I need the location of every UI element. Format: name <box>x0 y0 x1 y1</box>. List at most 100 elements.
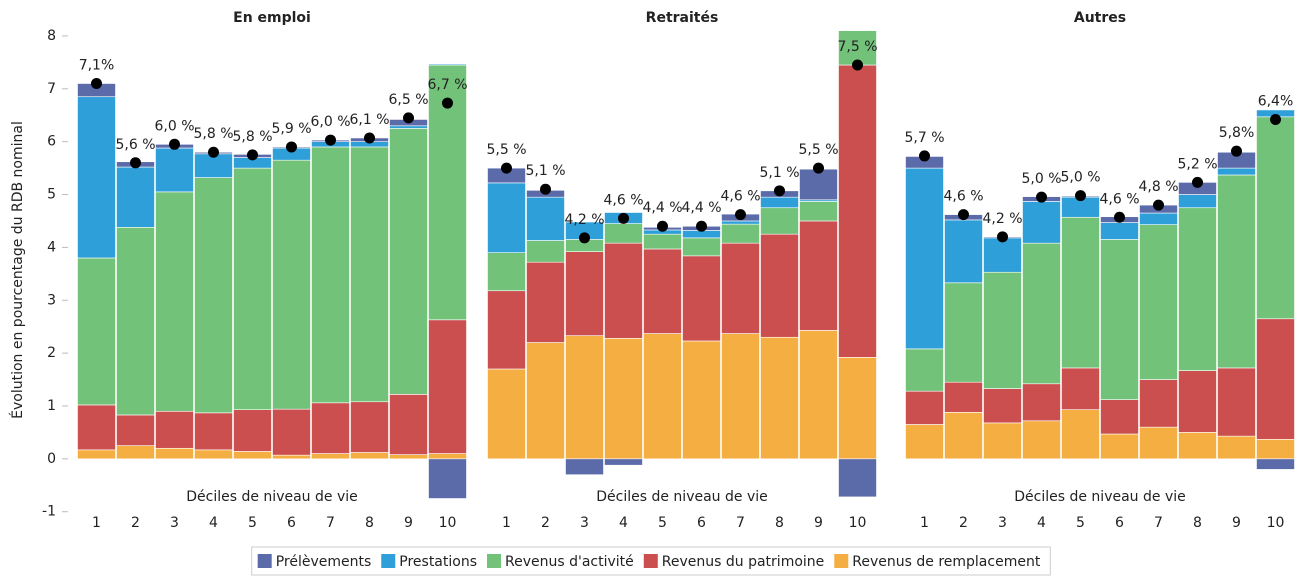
x-tick-label: 2 <box>131 515 140 531</box>
bar-segment <box>799 330 838 460</box>
total-dot <box>1153 199 1164 211</box>
total-label: 5,0 % <box>1060 170 1100 186</box>
total-dot <box>618 212 629 224</box>
legend-label: Revenus de remplacement <box>852 554 1041 570</box>
bar-segment <box>194 449 233 460</box>
x-tick-label: 1 <box>92 515 101 531</box>
bar-segment <box>1061 409 1100 460</box>
total-dot <box>997 231 1008 243</box>
bar-segment <box>116 227 155 416</box>
bar-segment <box>905 348 944 392</box>
bar-segment <box>983 271 1022 389</box>
bar-segment <box>389 128 428 395</box>
bar-segment <box>428 458 467 499</box>
total-dot <box>1270 113 1281 125</box>
bar-segment <box>233 409 272 452</box>
bar-segment <box>487 368 526 460</box>
x-tick-label: 6 <box>1115 515 1124 531</box>
y-tick-label: 7 <box>47 81 56 97</box>
x-tick-label: 7 <box>1154 515 1163 531</box>
total-dot <box>1114 211 1125 223</box>
bar-segment <box>1217 167 1256 176</box>
bar-segment <box>1178 194 1217 209</box>
bar-segment <box>233 167 272 410</box>
total-label: 5,6 % <box>115 137 155 153</box>
bar-segment <box>155 410 194 449</box>
bar-segment <box>983 388 1022 424</box>
total-dot <box>657 220 668 232</box>
x-tick-label: 6 <box>287 515 296 531</box>
total-dot <box>130 157 141 169</box>
x-tick-label: 3 <box>580 515 589 531</box>
bar-segment <box>721 223 760 244</box>
total-label: 6,7 % <box>427 77 467 93</box>
bar-segment <box>983 422 1022 460</box>
bar-segment <box>721 333 760 460</box>
total-dot <box>852 59 863 71</box>
total-label: 5,7 % <box>904 130 944 146</box>
bar-segment <box>272 159 311 410</box>
bar-segment <box>760 336 799 460</box>
bar-segment <box>311 402 350 454</box>
total-label: 5,2 % <box>1177 156 1217 172</box>
bar-segment <box>487 182 526 253</box>
bar-segment <box>1256 458 1295 470</box>
y-tick-label: 6 <box>47 134 56 150</box>
total-label: 4,6 % <box>943 189 983 205</box>
total-label: 5,5 % <box>486 142 526 158</box>
x-tick-label: 10 <box>1267 515 1285 531</box>
bar-segment <box>1139 212 1178 225</box>
total-dot <box>540 183 551 195</box>
x-tick-label: 7 <box>736 515 745 531</box>
total-dot <box>919 150 930 162</box>
panel-title: Autres <box>1074 10 1126 26</box>
bar-segment <box>1061 216 1100 369</box>
bar-segment <box>565 335 604 460</box>
total-label: 4,8 % <box>1138 179 1178 195</box>
bar-segment <box>721 242 760 334</box>
bar-segment <box>526 196 565 241</box>
bar-segment <box>194 177 233 414</box>
bar-segment <box>799 201 838 222</box>
total-dot <box>364 132 375 144</box>
bar-segment <box>194 412 233 451</box>
total-label: 4,6 % <box>603 192 643 208</box>
x-axis-label: Déciles de niveau de vie <box>1014 489 1185 505</box>
total-label: 4,2 % <box>564 212 604 228</box>
bar-segment <box>565 458 604 476</box>
bar-segment <box>983 237 1022 273</box>
bar-segment <box>526 342 565 460</box>
bar-segment <box>428 319 467 454</box>
bar-segment <box>233 451 272 460</box>
x-tick-label: 4 <box>1037 515 1046 531</box>
bar-segment <box>604 338 643 460</box>
bar-segment <box>311 146 350 404</box>
bar-segment <box>905 390 944 425</box>
y-axis-label: Évolution en pourcentage du RDB nominal <box>9 121 26 419</box>
total-dot <box>774 185 785 197</box>
x-tick-label: 9 <box>814 515 823 531</box>
total-dot <box>1231 145 1242 157</box>
total-dot <box>501 162 512 174</box>
total-dot <box>403 112 414 124</box>
bar-segment <box>1022 420 1061 460</box>
bar-segment <box>155 147 194 193</box>
bar-segment <box>1022 201 1061 244</box>
bar-segment <box>604 458 643 466</box>
total-dot <box>813 162 824 174</box>
legend-swatch <box>643 554 658 568</box>
x-tick-label: 9 <box>1232 515 1241 531</box>
bar-segment <box>155 191 194 412</box>
bar-segment <box>1100 399 1139 435</box>
bar-segment <box>905 424 944 460</box>
total-dot <box>696 220 707 232</box>
panel-title: En emploi <box>233 10 311 26</box>
x-axis-label: Déciles de niveau de vie <box>596 489 767 505</box>
x-tick-label: 10 <box>439 515 457 531</box>
x-tick-label: 7 <box>326 515 335 531</box>
x-tick-label: 5 <box>1076 515 1085 531</box>
bar-segment <box>526 261 565 343</box>
y-tick-label: 8 <box>47 28 56 44</box>
bar-segment <box>799 168 838 201</box>
bar-segment <box>77 404 116 451</box>
